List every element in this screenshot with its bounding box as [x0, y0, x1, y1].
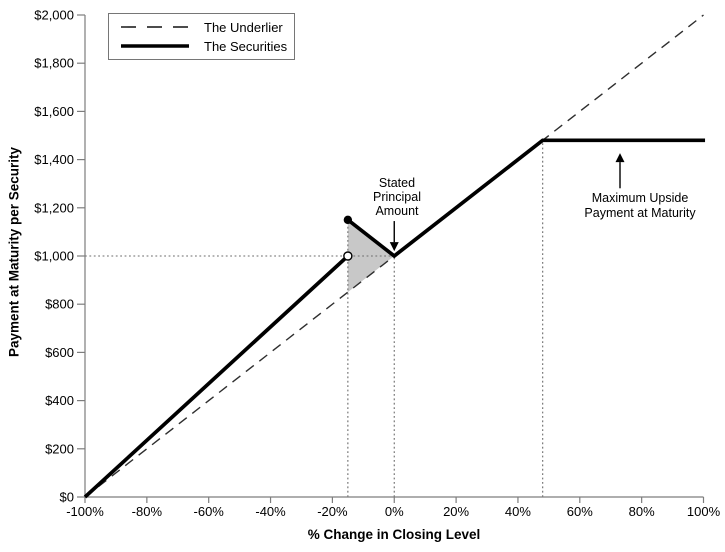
filled-endpoint-marker [343, 215, 353, 225]
y-tick-label: $1,600 [34, 104, 74, 119]
y-tick-label: $200 [45, 441, 74, 456]
x-tick-label: -60% [194, 504, 225, 519]
securities-line [83, 254, 350, 499]
y-tick-label: $2,000 [34, 8, 74, 23]
legend-label-underlier: The Underlier [204, 19, 283, 35]
annotation-line: Maximum Upside [591, 191, 689, 205]
y-tick-label: $1,000 [34, 249, 74, 264]
annotation-line: Principal [373, 190, 421, 204]
securities-line [346, 138, 706, 259]
x-tick-label: 40% [505, 504, 531, 519]
annotation-stated-principal-amount: Stated Principal Amount [337, 176, 457, 218]
annotation-line: Payment at Maturity [584, 206, 696, 220]
y-tick-label: $600 [45, 345, 74, 360]
annotation-maximum-upside-payment: Maximum Upside Payment at Maturity [550, 191, 725, 221]
x-axis-title: % Change in Closing Level [307, 527, 481, 542]
y-tick-label: $400 [45, 393, 74, 408]
open-endpoint-marker [343, 251, 353, 261]
legend-item-underlier: The Underlier [120, 19, 294, 35]
x-tick-label: 100% [687, 504, 721, 519]
x-tick-label: -20% [317, 504, 348, 519]
legend-label-securities: The Securities [204, 38, 288, 54]
annotation-line: Stated [378, 176, 416, 190]
y-tick-label: $0 [60, 490, 74, 505]
y-tick-label: $1,200 [34, 200, 74, 215]
legend: The Underlier The Securities [108, 13, 295, 60]
annotation-arrowhead [615, 153, 625, 163]
y-tick-label: $800 [45, 297, 74, 312]
x-tick-label: 20% [443, 504, 469, 519]
underlier-dashed-line-swatch [121, 26, 189, 28]
annotation-line: Amount [375, 204, 419, 218]
x-tick-label: 60% [567, 504, 593, 519]
x-tick-label: -80% [132, 504, 163, 519]
securities-solid-line-swatch [121, 44, 189, 48]
x-tick-label: 80% [629, 504, 655, 519]
x-tick-label: -40% [255, 504, 286, 519]
x-tick-label: -100% [66, 504, 104, 519]
x-tick-label: 0% [385, 504, 404, 519]
y-axis-title: Payment at Maturity per Security [6, 146, 22, 358]
annotation-arrowhead [389, 242, 399, 252]
y-tick-label: $1,400 [34, 152, 74, 167]
y-tick-label: $1,800 [34, 56, 74, 71]
legend-item-securities: The Securities [120, 38, 294, 54]
